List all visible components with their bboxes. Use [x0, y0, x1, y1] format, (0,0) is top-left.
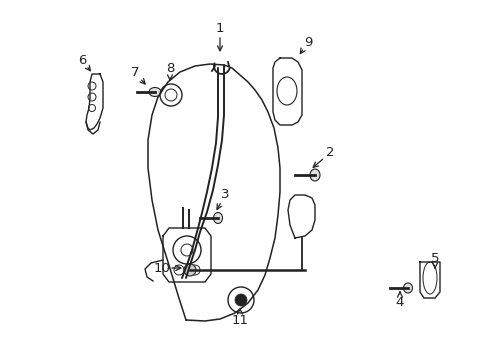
Text: 9: 9 — [304, 36, 312, 49]
Text: 4: 4 — [396, 296, 404, 309]
Text: 8: 8 — [166, 62, 174, 75]
Text: 5: 5 — [431, 252, 439, 265]
Circle shape — [235, 294, 247, 306]
Text: 10: 10 — [153, 261, 171, 274]
Text: 3: 3 — [221, 189, 229, 202]
Text: 1: 1 — [216, 22, 224, 35]
Text: 11: 11 — [231, 314, 248, 327]
Ellipse shape — [310, 169, 320, 181]
Ellipse shape — [403, 283, 413, 293]
Text: 2: 2 — [326, 147, 334, 159]
Circle shape — [184, 264, 196, 276]
Ellipse shape — [214, 212, 222, 224]
Ellipse shape — [149, 87, 161, 96]
Text: 7: 7 — [131, 67, 139, 80]
Text: 6: 6 — [78, 54, 86, 67]
